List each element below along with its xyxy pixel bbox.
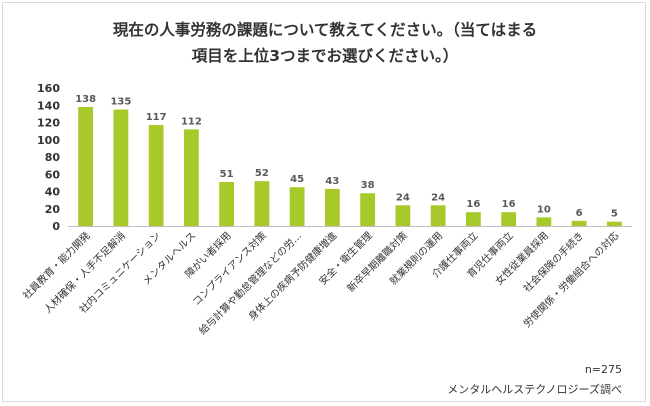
bar bbox=[465, 212, 481, 226]
value-labels: 138 135 117 112 51 52 45 43 38 24 24 16 16 10 6 5 bbox=[75, 94, 618, 220]
value-label: 135 bbox=[110, 97, 131, 108]
chart-title-line-1: 現在の人事労務の課題について教えてください。（当てはまる bbox=[112, 21, 538, 39]
category-label: 新卒早期離職対策 bbox=[344, 229, 410, 295]
bar bbox=[360, 193, 376, 226]
bar bbox=[219, 182, 235, 226]
value-label: 16 bbox=[466, 199, 480, 210]
value-label: 52 bbox=[255, 168, 269, 179]
bar bbox=[430, 205, 446, 226]
bar bbox=[324, 188, 340, 226]
y-tick-label: 100 bbox=[37, 134, 60, 147]
value-label: 112 bbox=[181, 116, 202, 127]
y-tick-label: 60 bbox=[45, 168, 61, 181]
chart-title-line-2: 項目を上位3つまでお選びください。） bbox=[191, 47, 459, 65]
value-label: 38 bbox=[361, 180, 375, 191]
value-label: 138 bbox=[75, 94, 96, 105]
value-label: 117 bbox=[146, 112, 167, 123]
value-label: 24 bbox=[396, 192, 410, 203]
bar bbox=[254, 181, 270, 226]
category-labels: 社員教育・能力開発人材確保・人手不足解消社内コミュニケーションメンタルヘルス障が… bbox=[20, 229, 622, 337]
bars bbox=[78, 106, 622, 226]
category-label: 社会保険の手続き bbox=[520, 229, 586, 295]
y-tick-label: 120 bbox=[37, 117, 60, 130]
y-tick-label: 40 bbox=[45, 186, 61, 199]
value-label: 10 bbox=[537, 204, 551, 215]
bar bbox=[183, 129, 199, 226]
bar bbox=[395, 205, 411, 226]
bar bbox=[571, 220, 587, 226]
value-label: 45 bbox=[290, 174, 304, 185]
bar bbox=[113, 109, 129, 226]
value-label: 24 bbox=[431, 192, 445, 203]
value-label: 16 bbox=[502, 199, 516, 210]
value-label: 43 bbox=[325, 176, 339, 187]
bar bbox=[606, 221, 622, 226]
bar bbox=[536, 217, 552, 226]
y-tick-label: 140 bbox=[37, 99, 60, 112]
y-tick-label: 20 bbox=[45, 203, 61, 216]
bar bbox=[289, 187, 305, 226]
bar bbox=[148, 125, 164, 226]
category-label: 社員教育・能力開発 bbox=[20, 229, 93, 302]
chart-frame bbox=[2, 2, 646, 402]
y-tick-label: 0 bbox=[52, 220, 60, 233]
value-label: 6 bbox=[576, 208, 583, 219]
value-label: 51 bbox=[220, 169, 234, 180]
sample-size-note: n=275 bbox=[584, 363, 622, 376]
bar bbox=[78, 106, 94, 226]
y-tick-label: 160 bbox=[37, 82, 60, 95]
bar bbox=[501, 212, 517, 226]
y-tick-label: 80 bbox=[45, 151, 61, 164]
source-note: メンタルヘルステクノロジーズ調べ bbox=[447, 383, 622, 396]
y-axis: 0 20 40 60 80 100 120 140 160 bbox=[37, 82, 60, 233]
value-label: 5 bbox=[611, 209, 618, 220]
